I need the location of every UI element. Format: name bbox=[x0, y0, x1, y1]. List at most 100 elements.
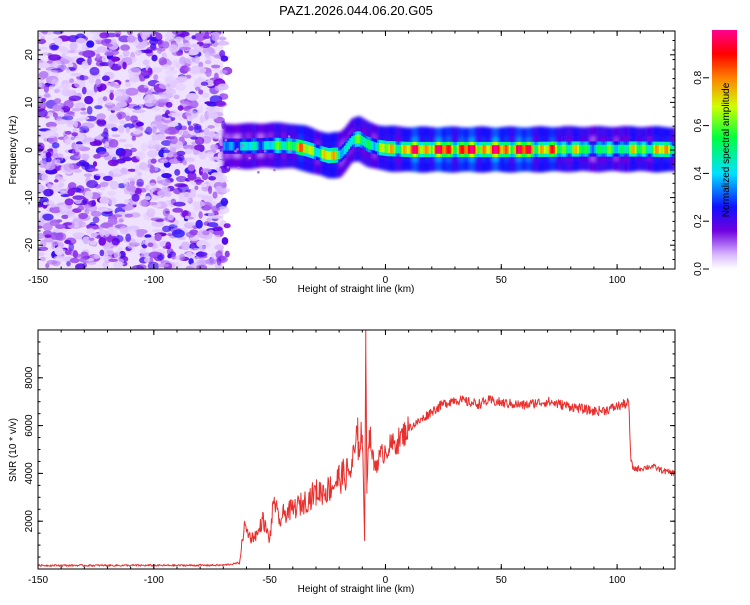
noise-speckle bbox=[215, 185, 223, 193]
noise-speckle bbox=[180, 241, 190, 251]
noise-speckle bbox=[173, 36, 184, 43]
noise-speckle bbox=[139, 248, 146, 254]
noise-speckle bbox=[38, 108, 48, 118]
noise-speckle bbox=[68, 242, 75, 252]
noise-speckle bbox=[148, 182, 157, 191]
snr-y-axis: 2000 4000 6000 8000 bbox=[24, 329, 675, 558]
ridge-cell bbox=[590, 144, 593, 154]
noise-speckle bbox=[76, 37, 86, 44]
noise-speckle bbox=[38, 82, 43, 88]
noise-speckle bbox=[186, 251, 193, 257]
spectrogram-x-axis: -150 -100 -50 0 50 100 bbox=[28, 31, 664, 286]
y-tick-label: 4000 bbox=[24, 462, 35, 485]
noise-speckle bbox=[48, 54, 61, 61]
noise-speckle bbox=[165, 101, 173, 108]
noise-speckle bbox=[176, 75, 188, 83]
noise-speckle bbox=[174, 182, 187, 188]
ridge-cell bbox=[354, 135, 358, 144]
ridge-cell bbox=[575, 144, 578, 154]
ridge-cell bbox=[595, 144, 599, 154]
spectral-ridge bbox=[223, 116, 675, 179]
noise-speckle bbox=[219, 69, 228, 75]
snr-y-axis-label: SNR (10 * v/v) bbox=[8, 418, 19, 482]
ridge-cell bbox=[445, 145, 449, 154]
noise-speckle bbox=[47, 70, 58, 74]
noise-speckle bbox=[176, 150, 186, 156]
ridge-cell bbox=[584, 144, 588, 154]
noise-speckle bbox=[147, 261, 159, 269]
ridge-cell bbox=[290, 141, 293, 151]
ridge-cell bbox=[482, 145, 486, 154]
noise-speckle bbox=[157, 47, 163, 54]
y-tick-label: -20 bbox=[24, 238, 35, 253]
ridge-cell bbox=[251, 141, 254, 151]
noise-speckle bbox=[196, 264, 208, 269]
noise-speckle bbox=[131, 120, 142, 128]
noise-speckle bbox=[206, 217, 212, 223]
noise-speckle bbox=[45, 263, 50, 269]
noise-speckle bbox=[165, 77, 173, 84]
noise-speckle bbox=[69, 41, 78, 51]
noise-speckle bbox=[52, 112, 58, 118]
ridge-cell bbox=[640, 144, 643, 154]
noise-speckle bbox=[84, 190, 93, 200]
noise-speckle bbox=[175, 83, 186, 91]
noise-speckle bbox=[87, 56, 92, 66]
ridge-cell bbox=[271, 141, 274, 150]
noise-speckle bbox=[108, 147, 115, 155]
noise-speckle bbox=[99, 32, 110, 39]
noise-speckle bbox=[165, 241, 172, 250]
noise-speckle bbox=[164, 199, 172, 206]
noise-speckle bbox=[115, 33, 121, 38]
noise-speckle bbox=[157, 254, 164, 261]
ridge-cell bbox=[340, 149, 343, 159]
noise-speckle bbox=[99, 228, 105, 238]
noise-speckle bbox=[208, 176, 217, 181]
ridge-cell bbox=[412, 145, 415, 154]
ridge-cell bbox=[610, 144, 614, 154]
noise-speckle bbox=[126, 35, 136, 43]
noise-speckle bbox=[118, 124, 125, 134]
noise-speckle bbox=[133, 105, 141, 110]
noise-speckle bbox=[190, 43, 200, 48]
ridge-cell bbox=[547, 145, 551, 154]
noise-speckle bbox=[81, 122, 95, 129]
noise-speckle bbox=[81, 153, 90, 160]
ridge-cell bbox=[417, 145, 421, 154]
noise-speckle bbox=[219, 50, 226, 58]
noise-speckle bbox=[144, 196, 151, 201]
noise-speckle bbox=[47, 148, 54, 152]
noise-speckle bbox=[210, 215, 224, 219]
noise-speckle bbox=[38, 232, 45, 240]
noise-speckle bbox=[54, 37, 63, 46]
ridge-cell bbox=[645, 144, 649, 154]
noise-speckle bbox=[211, 32, 220, 42]
noise-speckle bbox=[53, 60, 62, 68]
noise-speckle bbox=[89, 240, 97, 246]
ridge-cell bbox=[278, 141, 282, 150]
ridge-cell bbox=[247, 141, 250, 151]
ridge-cell bbox=[454, 145, 458, 154]
noise-speckle bbox=[102, 261, 109, 269]
noise-speckle bbox=[107, 59, 113, 68]
ridge-cell bbox=[429, 145, 432, 154]
y-tick-label: -10 bbox=[24, 190, 35, 205]
noise-speckle bbox=[162, 225, 171, 233]
y-tick-label: 0 bbox=[24, 147, 35, 153]
ridge-cell bbox=[286, 141, 289, 151]
noise-speckle bbox=[65, 68, 70, 74]
noise-speckle bbox=[38, 144, 44, 153]
noise-speckle bbox=[135, 44, 145, 50]
ridge-cell bbox=[467, 145, 471, 154]
noise-speckle bbox=[160, 169, 166, 175]
ridge-cell bbox=[427, 145, 430, 154]
ridge-cell bbox=[330, 151, 334, 160]
noise-speckle bbox=[161, 64, 172, 70]
noise-speckle bbox=[204, 31, 210, 39]
noise-speckle bbox=[78, 51, 89, 56]
noise-speckle bbox=[125, 87, 139, 96]
noise-speckle bbox=[180, 210, 192, 219]
noise-speckle bbox=[89, 66, 100, 76]
noise-speckle bbox=[185, 110, 198, 119]
